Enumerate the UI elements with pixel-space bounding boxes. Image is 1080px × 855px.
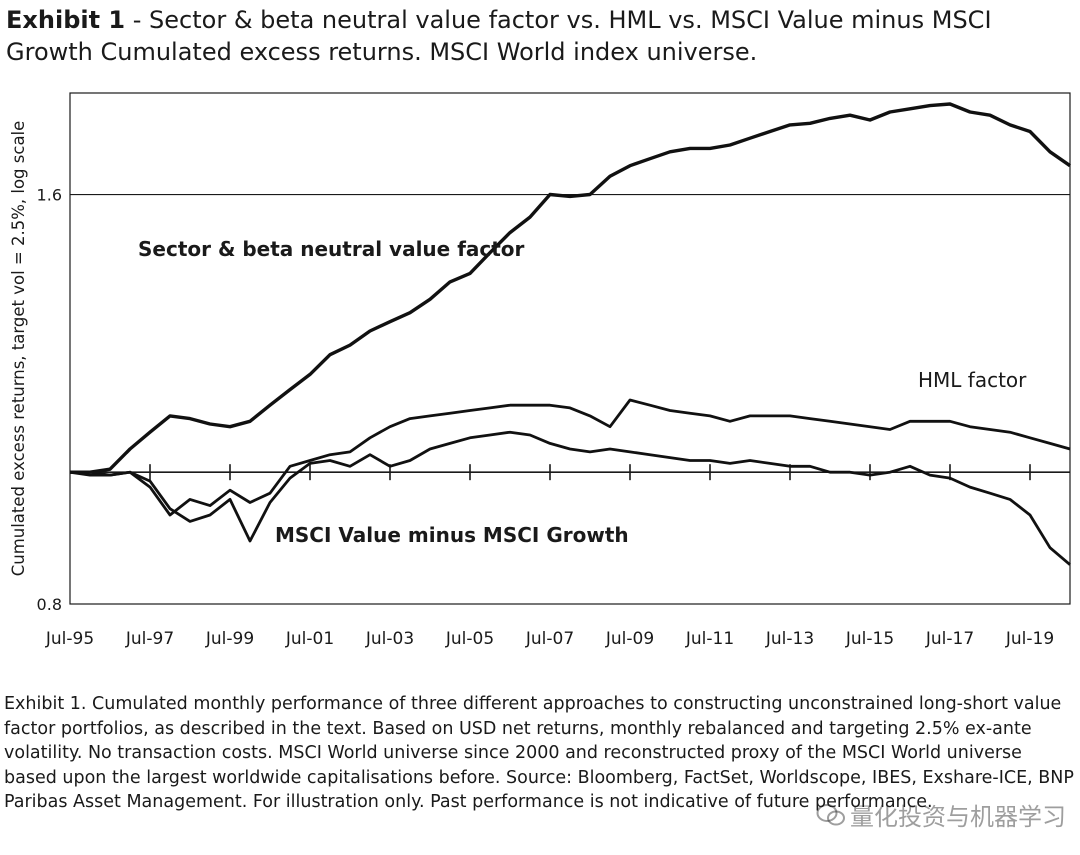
figure-caption: Exhibit 1. Cumulated monthly performance… [4,694,1074,812]
y-tick-label: 1.6 [37,186,62,205]
series-label: MSCI Value minus MSCI Growth [275,523,629,547]
series-line-hml [70,398,1071,517]
x-tick-label: Jul-15 [845,629,894,649]
x-tick-label: Jul-11 [685,629,734,649]
plot-frame [69,92,1071,605]
x-tick-label: Jul-09 [605,629,654,649]
plot-area: Jul-95 Jul-97 Jul-99 Jul-01 Jul-03 Jul-05 Jul-… [9,92,1071,649]
series-line-msci-value-minus-growth [69,430,1071,566]
chart-title: Exhibit 1 - Sector & beta neutral value … [6,4,1066,68]
series-line-sector-beta-neutral [70,102,1071,474]
x-tick-label: Jul-07 [525,629,574,649]
x-tick-label: Jul-19 [1005,629,1054,649]
watermark-text: 量化投资与机器学习 [850,803,1066,831]
x-tick-label: Jul-95 [45,629,94,649]
series-label: Sector & beta neutral value factor [138,237,525,261]
title-text: - Sector & beta neutral value factor vs.… [6,6,992,66]
exhibit-label: Exhibit 1 [6,6,126,34]
series-label: HML factor [918,368,1027,392]
x-tick-label: Jul-05 [445,629,494,649]
line-chart: Jul-95 Jul-97 Jul-99 Jul-01 Jul-03 Jul-05 Jul-… [9,92,1071,649]
y-tick-label: 0.8 [37,595,62,614]
x-tick-label: Jul-97 [125,629,174,649]
x-tick-label: Jul-01 [285,629,334,649]
x-tick-label: Jul-03 [365,629,414,649]
x-tick-label: Jul-17 [925,629,974,649]
x-tick-label: Jul-99 [205,629,254,649]
watermark: 量化投资与机器学习 [816,797,1066,832]
wechat-icon [816,803,845,825]
y-axis-label: Cumulated excess returns, target vol = 2… [9,121,28,577]
x-tick-label: Jul-13 [765,629,814,649]
